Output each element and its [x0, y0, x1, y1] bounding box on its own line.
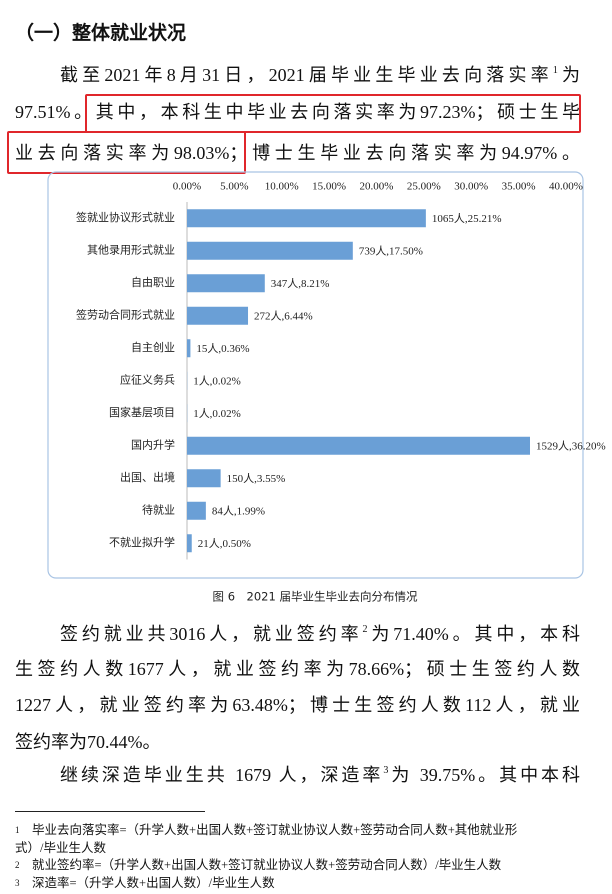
bar — [187, 534, 192, 553]
y-tick-label: 签就业协议形式就业 — [76, 210, 175, 224]
text-line: 97.51%。其中，本科生中毕业去向落实率为97.23%；硕士生毕 — [15, 99, 580, 125]
value-label: 272人,6.44% — [254, 309, 313, 322]
text-line: 签约就业共3016人，就业签约率2为71.40%。其中，本科 — [60, 621, 580, 647]
bar — [187, 436, 530, 455]
x-tick-label: 10.00% — [265, 181, 299, 193]
y-tick-label: 应征义务兵 — [120, 372, 175, 386]
bar — [187, 469, 221, 488]
text-line: 签约率为70.44%。 — [15, 729, 161, 755]
value-label: 150人,3.55% — [227, 472, 286, 485]
bar — [187, 306, 249, 325]
text: 为 39.75%。其中本科 — [388, 765, 581, 785]
x-tick-label: 40.00% — [549, 181, 583, 193]
value-label: 1065人,25.21% — [432, 212, 502, 225]
bar — [187, 339, 191, 358]
x-tick-label: 15.00% — [312, 181, 346, 193]
heading: （一）整体就业状况 — [15, 22, 187, 44]
chart-frame — [47, 171, 584, 579]
footnote-ref: 1 — [552, 65, 558, 76]
value-label: 739人,17.50% — [359, 244, 423, 257]
x-tick-label: 35.00% — [502, 181, 536, 193]
bar — [187, 209, 426, 228]
footnote-marker: 1 — [15, 825, 20, 835]
y-tick-label: 国内升学 — [131, 437, 175, 451]
value-label: 84人,1.99% — [212, 504, 265, 517]
text: 97.51%。 — [15, 102, 96, 122]
text: 继续深造毕业生共 1679 人，深造率 — [60, 765, 384, 785]
x-tick-label: 0.00% — [173, 181, 201, 193]
x-tick-label: 30.00% — [454, 181, 488, 193]
text: 签约率为70.44%。 — [15, 732, 161, 752]
y-tick-label: 不就业拟升学 — [109, 535, 175, 549]
text-line: 截至2021年8月31日，2021届毕业生毕业去向落实率1为 — [60, 62, 580, 88]
x-tick-label: 25.00% — [407, 181, 441, 193]
y-tick-label: 待就业 — [142, 502, 175, 516]
bar — [187, 501, 206, 520]
value-label: 21人,0.50% — [198, 537, 251, 550]
footnote: 深造率=（升学人数+出国人数）/毕业生人数 — [32, 876, 275, 890]
footnote-ref: 2 — [362, 624, 368, 635]
x-tick-label: 5.00% — [220, 181, 248, 193]
y-tick-label: 国家基层项目 — [109, 405, 175, 419]
y-tick-label: 出国、出境 — [120, 470, 175, 484]
bar — [187, 241, 353, 260]
text: 业去向落实率为98.03%； — [15, 143, 248, 163]
text: 截至2021年8月31日，2021届毕业生毕业去向落实率 — [60, 65, 553, 85]
y-tick-label: 自由职业 — [131, 275, 175, 289]
footnote-marker: 3 — [15, 878, 20, 888]
text-line: 生签约人数1677人，就业签约率为78.66%；硕士生签约人数 — [15, 656, 580, 682]
highlight-box — [7, 131, 246, 174]
highlight-box — [85, 94, 581, 133]
text: 1227人，就业签约率为63.48%；博士生签约人数112人，就业 — [15, 695, 580, 715]
footnote: 毕业去向落实率=（升学人数+出国人数+签订就业协议人数+签劳动合同人数+其他就业… — [32, 823, 518, 837]
text: 生签约人数1677人，就业签约率为78.66%；硕士生签约人数 — [15, 659, 580, 679]
value-label: 1529人,36.20% — [536, 439, 606, 452]
bar — [187, 274, 265, 293]
y-tick-label: 其他录用形式就业 — [87, 242, 175, 256]
text: 博士生毕业去向落实率为94.97%。 — [247, 143, 580, 163]
text-line: 继续深造毕业生共 1679 人，深造率3为 39.75%。其中本科 — [60, 762, 580, 788]
footnote-rule — [15, 811, 205, 812]
value-label: 1人,0.02% — [193, 407, 241, 420]
text: 签约就业共3016人，就业签约率 — [60, 624, 363, 644]
text: 为71.40%。其中，本科 — [367, 624, 580, 644]
text: 为 — [557, 65, 581, 85]
value-label: 347人,8.21% — [271, 277, 330, 290]
footnote: 就业签约率=（升学人数+出国人数+签订就业协议人数+签劳动合同人数）/毕业生人数 — [32, 858, 502, 872]
text-line: 业去向落实率为98.03%；博士生毕业去向落实率为94.97%。 — [15, 140, 580, 166]
footnote: 式）/毕业生人数 — [15, 841, 106, 855]
chart-caption: 图 6 2021 届毕业生毕业去向分布情况 — [213, 590, 418, 604]
footnote-marker: 2 — [15, 860, 20, 870]
x-tick-label: 20.00% — [360, 181, 394, 193]
y-tick-label: 签劳动合同形式就业 — [76, 307, 175, 321]
text: 其中，本科生中毕业去向落实率为97.23%；硕士生毕 — [95, 102, 580, 122]
footnote-ref: 3 — [383, 765, 389, 776]
text-line: 1227人，就业签约率为63.48%；博士生签约人数112人，就业 — [15, 692, 580, 718]
y-tick-label: 自主创业 — [131, 341, 175, 354]
value-label: 15人,0.36% — [196, 342, 249, 355]
chart: 图 6 2021 届毕业生毕业去向分布情况 0.00% 5.00% 10.00% 15… — [47, 171, 606, 604]
value-label: 1人,0.02% — [193, 374, 241, 387]
